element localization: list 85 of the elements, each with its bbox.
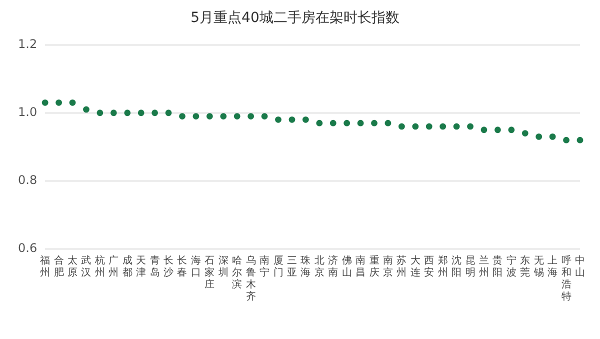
point [440,123,446,130]
point [179,113,186,120]
point [42,99,48,106]
point [398,123,405,130]
x-tick-label: 东莞 [520,254,530,279]
x-tick-label: 沈阳 [452,254,462,279]
point [220,113,227,120]
point [110,110,117,116]
x-tick-label: 乌鲁木齐 [246,254,256,303]
point [56,99,62,106]
x-tick-label: 南昌 [356,254,366,279]
y-tick-label: 0.8 [18,173,38,188]
x-tick-label: 珠海 [300,254,311,279]
x-tick-label: 三亚 [286,256,297,279]
x-tick-label: 宁波 [506,254,516,279]
x-tick-label: 广州 [108,254,119,279]
point [576,136,584,144]
point [357,120,364,126]
x-tick-label: 深圳 [217,254,228,279]
x-tick-label: 合肥 [54,254,64,279]
point [288,116,296,123]
x-tick-label: 哈尔滨 [232,254,242,291]
y-tick-label: 1.0 [18,104,38,119]
x-tick-label: 兰州 [478,254,489,279]
point [549,133,556,140]
point [206,113,213,120]
x-tick-label: 贵阳 [492,254,503,279]
point [384,120,392,126]
x-tick-label: 苏州 [396,254,407,279]
x-tick-label: 长沙 [164,254,174,279]
x-tick-label: 昆明 [465,256,476,279]
x-tick-label: 成都 [122,254,132,279]
point [124,110,131,116]
point [192,113,200,120]
point [234,113,240,120]
point [83,106,90,113]
x-tick-label: 南宁 [260,254,270,279]
point [480,126,488,134]
x-tick-label: 石家庄 [204,256,215,291]
point [261,113,268,120]
x-tick-label: 中山 [575,254,585,279]
point [96,110,104,116]
point [522,130,528,136]
point [412,123,419,130]
x-tick-label: 北京 [314,254,324,279]
point [563,136,570,144]
x-tick-label: 长春 [177,254,188,279]
y-tick-label: 0.6 [18,241,38,256]
point [316,120,323,126]
point [453,123,460,130]
point [275,116,282,123]
point [371,120,378,126]
x-tick-label: 天津 [136,256,146,279]
x-tick-label: 西安 [424,256,434,279]
x-tick-label: 济南 [328,254,338,279]
point [138,110,144,116]
x-tick-label: 南京 [382,254,393,279]
x-tick-label: 无锡 [532,256,544,279]
x-tick-label: 青岛 [150,254,160,279]
x-tick-label: 大连 [410,254,420,279]
point [330,120,336,126]
point [344,120,350,126]
y-tick-label: 1.2 [18,36,38,51]
point [467,123,474,130]
chart-title: 5月重点40城二手房在架时长指数 [190,10,400,26]
x-tick-label: 福州 [40,254,50,279]
point [248,113,254,120]
point [508,126,515,134]
x-tick-label: 郑州 [438,254,448,279]
point [302,116,309,123]
point [165,110,172,116]
x-tick-label: 海口 [190,254,201,279]
x-tick-label: 佛山 [342,256,352,279]
point [494,126,501,134]
point [152,110,158,116]
point [426,123,432,130]
x-tick-label: 太原 [68,254,78,279]
point [536,133,542,140]
x-tick-label: 武汉 [81,254,92,279]
x-tick-label: 呼和浩特 [561,254,572,303]
x-tick-label: 重庆 [369,254,380,279]
x-tick-label: 上海 [548,254,558,279]
x-tick-label: 杭州 [94,254,105,279]
point [69,99,76,106]
x-tick-label: 厦门 [273,256,284,279]
